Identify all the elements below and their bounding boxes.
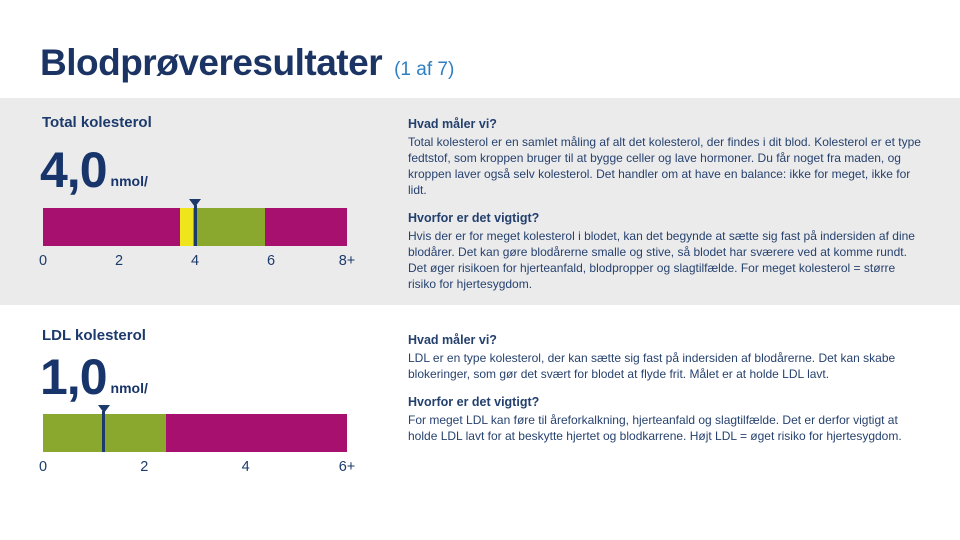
tick-label: 6 [266, 253, 276, 269]
marker-triangle-icon [97, 405, 110, 413]
tick-label: 8+ [338, 253, 356, 269]
scale-zone-segment [265, 208, 347, 246]
info-block: Hvorfor er det vigtigt? Hvis der er for … [408, 211, 924, 292]
scale-bar-track [43, 405, 347, 452]
section-background-panel [0, 98, 960, 305]
info-block: Hvorfor er det vigtigt? For meget LDL ka… [408, 395, 924, 444]
metric-value: 1,0 [40, 349, 108, 405]
metric-name: Total kolesterol [42, 114, 152, 131]
scale-zone-segment [43, 208, 180, 246]
scale-zone-segment [193, 208, 266, 246]
scale-zone-segment [179, 208, 194, 246]
scale-bar-chart: 0 2 4 6+ [39, 405, 355, 477]
metric-unit: nmol/ [110, 173, 148, 189]
metric-value-row: 4,0 nmol/ [40, 145, 148, 195]
tick-label: 6+ [338, 459, 356, 475]
tick-label: 4 [241, 459, 250, 475]
info-body: Hvis der er for meget kolesterol i blode… [408, 229, 915, 291]
info-heading: Hvad måler vi? [408, 333, 497, 347]
scale-ticks: 0 2 4 6 8+ [39, 253, 355, 271]
info-heading: Hvorfor er det vigtigt? [408, 395, 540, 409]
tick-label: 2 [114, 253, 124, 269]
marker-triangle-icon [189, 199, 201, 207]
tick-label: 0 [38, 253, 48, 269]
tick-label: 4 [190, 253, 200, 269]
page-indicator: (1 af 7) [394, 59, 455, 80]
metric-unit: nmol/ [110, 380, 148, 396]
tick-label: 2 [140, 459, 149, 475]
scale-zone-segment [165, 414, 347, 452]
metric-value: 4,0 [40, 142, 108, 198]
page-title: Blodprøveresultater [40, 42, 383, 83]
scale-bar-track [43, 199, 347, 246]
info-block: Hvad måler vi? Total kolesterol er en sa… [408, 117, 924, 198]
info-heading: Hvad måler vi? [408, 117, 497, 131]
info-body: For meget LDL kan føre til åreforkalknin… [408, 413, 902, 443]
marker-line [102, 411, 106, 452]
marker-line [193, 205, 197, 246]
scale-ticks: 0 2 4 6+ [39, 459, 355, 477]
tick-label: 0 [38, 459, 48, 475]
info-column: Hvad måler vi? LDL er en type kolesterol… [408, 333, 924, 457]
scale-bar-chart: 0 2 4 6 8+ [39, 199, 355, 271]
metric-name: LDL kolesterol [42, 327, 146, 344]
info-block: Hvad måler vi? LDL er en type kolesterol… [408, 333, 924, 382]
info-body: LDL er en type kolesterol, der kan sætte… [408, 351, 896, 381]
info-heading: Hvorfor er det vigtigt? [408, 211, 540, 225]
info-body: Total kolesterol er en samlet måling af … [408, 135, 921, 197]
metric-value-row: 1,0 nmol/ [40, 352, 148, 402]
page-header: Blodprøveresultater (1 af 7) [40, 42, 454, 84]
info-column: Hvad måler vi? Total kolesterol er en sa… [408, 117, 924, 305]
